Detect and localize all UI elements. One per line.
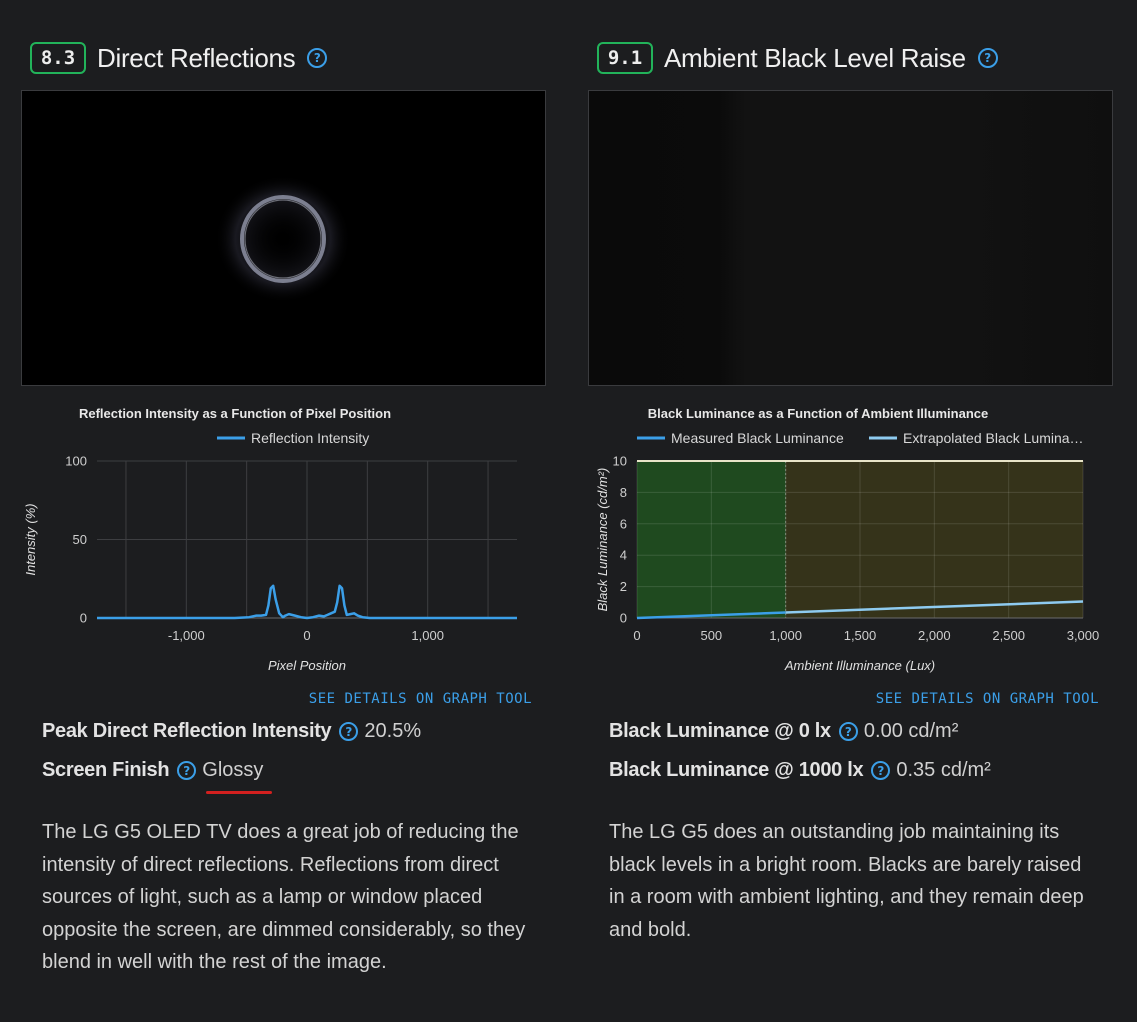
reflection-chart: Reflection Intensity as a Function of Pi… xyxy=(20,398,550,683)
spec-value: 20.5% xyxy=(364,720,422,742)
y-tick-label: 50 xyxy=(73,532,87,547)
x-tick-label: 1,500 xyxy=(844,628,877,643)
spec-value: Glossy xyxy=(202,759,264,781)
question-circle-icon[interactable]: ? xyxy=(177,761,197,780)
y-tick-label: 100 xyxy=(65,454,87,469)
x-tick-label: 1,000 xyxy=(769,628,802,643)
black-level-photo xyxy=(588,90,1113,386)
x-axis-label: Pixel Position xyxy=(268,658,346,673)
legend-label: Reflection Intensity xyxy=(251,430,369,446)
section-header: 8.3 Direct Reflections ? xyxy=(30,41,328,75)
spec-label: Screen Finish xyxy=(42,759,170,781)
score-badge: 8.3 xyxy=(30,42,86,74)
reflection-chart-svg: Reflection Intensity as a Function of Pi… xyxy=(23,406,517,673)
x-tick-label: 0 xyxy=(303,628,310,643)
spec-peak-reflection: Peak Direct Reflection Intensity ? 20.5% xyxy=(42,720,421,743)
x-tick-label: 0 xyxy=(633,628,640,643)
y-axis-label: Black Luminance (cd/m²) xyxy=(595,468,610,612)
spec-black-luminance-0lx: Black Luminance @ 0 lx ? 0.00 cd/m² xyxy=(609,720,958,743)
x-tick-label: 1,000 xyxy=(411,628,444,643)
spec-value: 0.00 cd/m² xyxy=(863,720,959,742)
chart-title: Reflection Intensity as a Function of Pi… xyxy=(79,406,391,421)
graph-tool-link[interactable]: SEE DETAILS ON GRAPH TOOL xyxy=(308,691,532,707)
spec-label: Black Luminance @ 1000 lx xyxy=(609,759,864,781)
section-title: Ambient Black Level Raise xyxy=(664,42,966,73)
chart-zone xyxy=(637,461,786,618)
y-tick-label: 2 xyxy=(620,579,627,594)
spec-label: Black Luminance @ 0 lx xyxy=(609,720,831,742)
chart-zone xyxy=(785,461,1083,618)
spec-screen-finish: Screen Finish ? Glossy xyxy=(42,759,263,782)
red-underline-annotation xyxy=(206,791,272,794)
spec-label: Peak Direct Reflection Intensity xyxy=(42,720,332,742)
legend-label: Measured Black Luminance xyxy=(671,430,844,446)
section-description: The LG G5 does an outstanding job mainta… xyxy=(609,821,1084,941)
reflection-ring-image xyxy=(215,175,351,303)
y-tick-label: 8 xyxy=(620,485,627,500)
section-header: 9.1 Ambient Black Level Raise ? xyxy=(597,41,998,75)
x-tick-label: 2,000 xyxy=(918,628,951,643)
y-tick-label: 6 xyxy=(620,516,627,531)
question-circle-icon[interactable]: ? xyxy=(838,722,858,741)
legend-label: Extrapolated Black Lumina… xyxy=(903,430,1084,446)
graph-tool-link[interactable]: SEE DETAILS ON GRAPH TOOL xyxy=(875,691,1099,707)
spec-black-luminance-1000lx: Black Luminance @ 1000 lx ? 0.35 cd/m² xyxy=(609,759,991,782)
y-tick-label: 0 xyxy=(620,611,627,626)
question-circle-icon[interactable]: ? xyxy=(871,761,891,780)
score-badge: 9.1 xyxy=(597,42,653,74)
question-circle-icon[interactable]: ? xyxy=(339,722,359,741)
x-tick-label: 500 xyxy=(700,628,722,643)
x-tick-label: -1,000 xyxy=(168,628,205,643)
series-line xyxy=(636,611,786,620)
reflection-photo xyxy=(21,90,546,386)
y-tick-label: 10 xyxy=(613,454,627,469)
y-tick-label: 0 xyxy=(80,611,87,626)
y-tick-label: 4 xyxy=(620,548,627,563)
x-tick-label: 2,500 xyxy=(992,628,1025,643)
black-luminance-chart: Black Luminance as a Function of Ambient… xyxy=(587,398,1117,683)
series-line xyxy=(97,584,517,620)
series-line xyxy=(785,600,1084,614)
y-axis-label: Intensity (%) xyxy=(23,503,38,575)
x-axis-label: Ambient Illuminance (Lux) xyxy=(784,658,935,673)
question-circle-icon[interactable]: ? xyxy=(977,48,998,68)
chart-title: Black Luminance as a Function of Ambient… xyxy=(648,406,988,421)
question-circle-icon[interactable]: ? xyxy=(307,48,328,68)
black-luminance-chart-svg: Black Luminance as a Function of Ambient… xyxy=(595,406,1100,673)
x-tick-label: 3,000 xyxy=(1067,628,1100,643)
section-title: Direct Reflections xyxy=(97,42,296,73)
spec-value: 0.35 cd/m² xyxy=(896,759,991,781)
section-description: The LG G5 OLED TV does a great job of re… xyxy=(42,821,526,974)
